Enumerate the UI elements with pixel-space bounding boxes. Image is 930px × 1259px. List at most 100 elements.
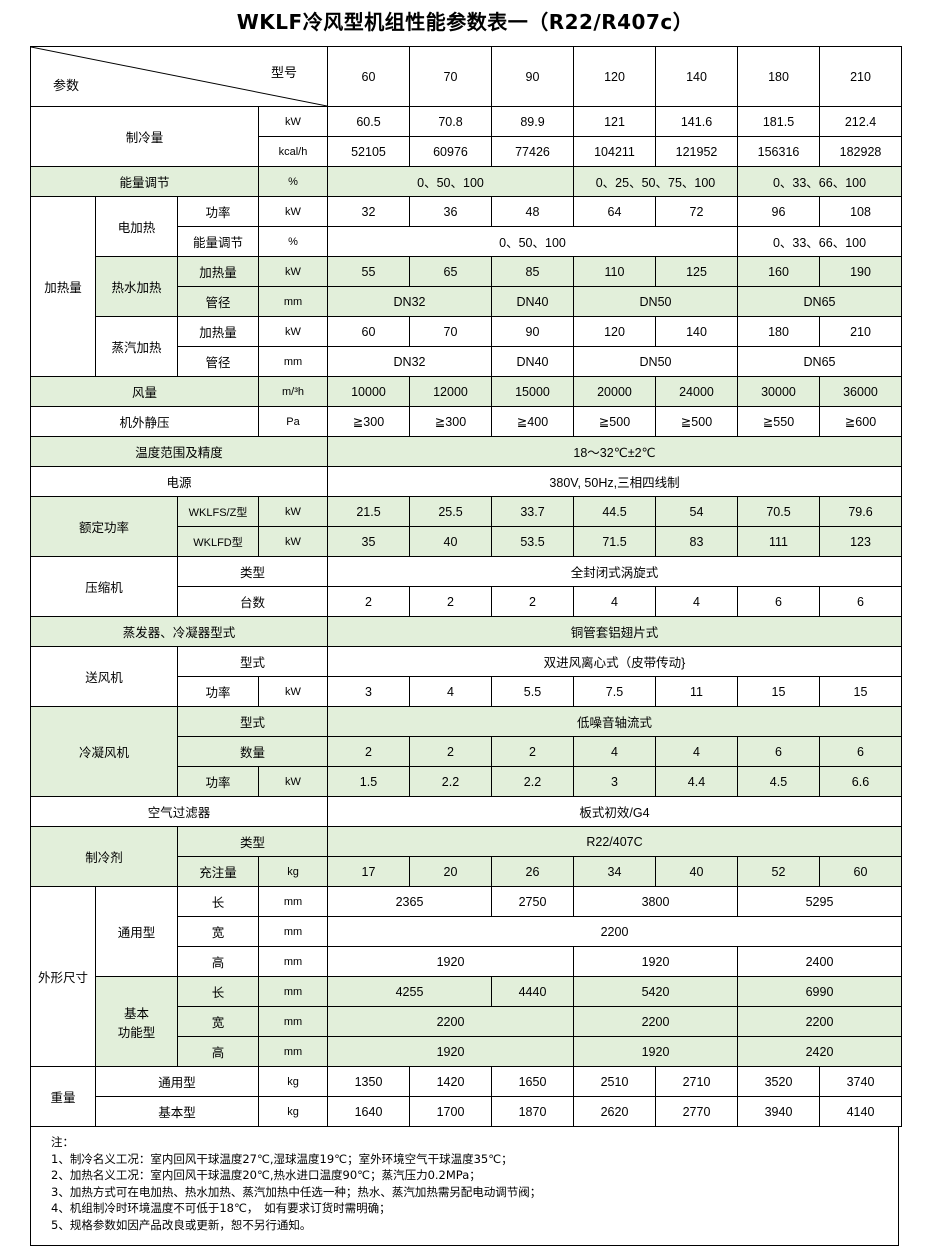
table-cell: 18～32℃±2℃ bbox=[327, 436, 902, 467]
model-header: 180 bbox=[737, 46, 820, 107]
table-cell: ≧300 bbox=[327, 406, 410, 437]
table-cell: 5420 bbox=[573, 976, 738, 1007]
table-cell: kW bbox=[258, 256, 328, 287]
table-cell: mm bbox=[258, 886, 328, 917]
table-cell: mm bbox=[258, 946, 328, 977]
table-cell: DN32 bbox=[327, 286, 492, 317]
table-cell: 外形尺寸 bbox=[30, 886, 96, 1067]
table-cell: 6 bbox=[737, 586, 820, 617]
table-cell: kW bbox=[258, 196, 328, 227]
table-cell: 机外静压 bbox=[30, 406, 259, 437]
model-header: 70 bbox=[409, 46, 492, 107]
table-cell: mm bbox=[258, 286, 328, 317]
table-cell: 380V, 50Hz,三相四线制 bbox=[327, 466, 902, 497]
table-cell: 190 bbox=[819, 256, 902, 287]
table-cell: 60976 bbox=[409, 136, 492, 167]
table-cell: 35 bbox=[327, 526, 410, 557]
table-cell: 60 bbox=[327, 316, 410, 347]
table-cell: 140 bbox=[655, 316, 738, 347]
model-label: 型号 bbox=[270, 65, 297, 80]
table-cell: mm bbox=[258, 1036, 328, 1067]
table-cell: 2.2 bbox=[491, 766, 574, 797]
table-cell: 111 bbox=[737, 526, 820, 557]
table-cell: 能量调节 bbox=[30, 166, 259, 197]
table-cell: 15 bbox=[737, 676, 820, 707]
notes-heading: 注： bbox=[51, 1135, 74, 1149]
table-row: 机外静压 Pa ≧300 ≧300 ≧400 ≧500 ≧500 ≧550 ≧600 bbox=[30, 406, 902, 437]
table-cell: kW bbox=[258, 676, 328, 707]
table-cell: 108 bbox=[819, 196, 902, 227]
note-item: 4、机组制冷时环境温度不可低于18℃， 如有要求订货时需明确； bbox=[51, 1201, 391, 1215]
table-cell: 25.5 bbox=[409, 496, 492, 527]
table-cell: 0、50、100 bbox=[327, 166, 574, 197]
table-row: 能量调节% 0、50、100 0、33、66、100 bbox=[31, 226, 902, 257]
note-item: 5、规格参数如因产品改良或更新，恕不另行通知。 bbox=[51, 1217, 312, 1232]
table-row: 外形尺寸 通用型长 mm 2365 2750 3800 5295 bbox=[30, 886, 902, 1067]
table-cell: 90 bbox=[491, 316, 574, 347]
table-cell: 0、25、50、75、100 bbox=[573, 166, 738, 197]
table-cell: 4 bbox=[655, 736, 738, 767]
table-cell: 2750 bbox=[491, 886, 574, 917]
table-cell: mm bbox=[258, 1006, 328, 1037]
table-row: 宽 mm 2200 2200 2200 bbox=[31, 1006, 902, 1037]
table-cell: 1350 bbox=[327, 1066, 410, 1097]
table-row: 充注量 kg 17 20 26 34 40 52 60 bbox=[31, 856, 902, 887]
table-cell: 功率 bbox=[177, 766, 259, 797]
table-cell: 2 bbox=[327, 586, 410, 617]
table-cell: 重量 bbox=[30, 1066, 96, 1127]
table-cell: kW bbox=[258, 106, 328, 137]
table-cell: 70.8 bbox=[409, 106, 492, 137]
table-cell: 4 bbox=[573, 586, 656, 617]
table-cell: 2510 bbox=[573, 1066, 656, 1097]
table-cell: 4 bbox=[655, 586, 738, 617]
table-cell: 1.5 bbox=[327, 766, 410, 797]
table-cell: 3740 bbox=[819, 1066, 902, 1097]
table-row: 功率 kW 1.5 2.2 2.2 3 4.4 4.5 6.6 bbox=[31, 766, 902, 797]
table-cell: 高 bbox=[177, 946, 259, 977]
table-cell: mm bbox=[258, 346, 328, 377]
table-cell: 120 bbox=[573, 316, 656, 347]
table-cell: 182928 bbox=[819, 136, 902, 167]
table-cell: 台数 bbox=[177, 586, 328, 617]
table-cell: DN32 bbox=[327, 346, 492, 377]
table-cell: 30000 bbox=[737, 376, 820, 407]
table-cell: 20000 bbox=[573, 376, 656, 407]
table-row: 高 mm 1920 1920 2400 bbox=[31, 946, 902, 977]
table-cell: 板式初效/G4 bbox=[327, 796, 902, 827]
table-cell: 7.5 bbox=[573, 676, 656, 707]
table-cell: 72 bbox=[655, 196, 738, 227]
table-cell: 96 bbox=[737, 196, 820, 227]
table-cell: 6 bbox=[819, 586, 902, 617]
table-cell: 48 bbox=[491, 196, 574, 227]
table-cell: 风量 bbox=[30, 376, 259, 407]
table-cell: mm bbox=[258, 976, 328, 1007]
table-cell: 2420 bbox=[737, 1036, 902, 1067]
table-cell: 能量调节 bbox=[177, 226, 259, 257]
table-cell: 2 bbox=[491, 736, 574, 767]
table-cell: DN40 bbox=[491, 346, 574, 377]
table-cell: 3800 bbox=[573, 886, 738, 917]
table-cell: 制冷剂 bbox=[30, 826, 178, 887]
table-row: 蒸发器、冷凝器型式 铜管套铝翅片式 bbox=[30, 616, 902, 647]
header-row: 参数 型号 60 70 90 120 140 180 210 bbox=[30, 46, 902, 107]
table-cell: 181.5 bbox=[737, 106, 820, 137]
table-row: 压缩机 类型 全封闭式涡旋式 bbox=[30, 556, 902, 617]
table-cell: 4 bbox=[573, 736, 656, 767]
table-cell: 40 bbox=[409, 526, 492, 557]
table-cell: 210 bbox=[819, 316, 902, 347]
table-cell: 2.2 bbox=[409, 766, 492, 797]
table-cell: 温度范围及精度 bbox=[30, 436, 328, 467]
table-cell: ≧600 bbox=[819, 406, 902, 437]
table-row: 风量 m/³h 10000 12000 15000 20000 24000 30000 3600… bbox=[30, 376, 902, 407]
table-cell: kW bbox=[258, 526, 328, 557]
table-cell: 2200 bbox=[737, 1006, 902, 1037]
table-cell: % bbox=[258, 226, 328, 257]
table-cell: 型式 bbox=[177, 646, 328, 677]
table-cell: m/³h bbox=[258, 376, 328, 407]
model-header: 60 bbox=[327, 46, 410, 107]
table-cell: 宽 bbox=[177, 916, 259, 947]
table-cell: kg bbox=[258, 856, 328, 887]
table-row: 制冷剂 类型 R22/407C bbox=[30, 826, 902, 887]
table-cell: 功率 bbox=[177, 196, 259, 227]
table-row: 蒸汽加热 加热量 kW 60 70 90 120 140 180 210 bbox=[31, 316, 902, 377]
